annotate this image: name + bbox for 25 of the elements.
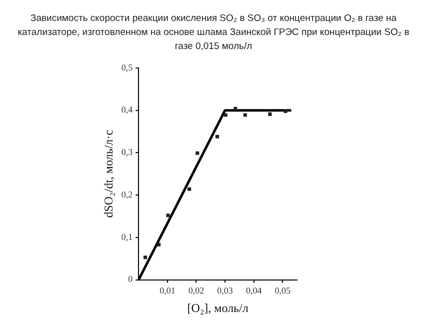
y-axis-title: dSO₂/dt, моль/л·с [101,130,116,218]
x-tick-label: 0,05 [274,286,291,296]
y-tick-label: 0,3 [121,147,134,158]
x-tick-label: 0,02 [188,286,204,296]
y-tick-label: 0,2 [121,189,133,200]
y-tick-label: 0,5 [121,62,134,72]
point [157,242,161,246]
chart-title: Зависимость скорости реакции окисления SO₂ в SO₃ от концентрации O₂ в газе на катализаторе, изготовленном на основе шлама Заинской ГРЭС при концентрации SO₂ в газе 0,015 моль/л [16,12,410,54]
point [243,113,247,117]
y-tick-label: 0,4 [121,104,134,115]
x-tick-label: 0,01 [160,286,176,296]
point [224,113,228,117]
point [188,187,192,191]
y-tick-label: 0,1 [121,232,133,242]
point [268,112,272,116]
point [234,106,238,110]
x-tick-label: 0,03 [217,286,234,296]
point [196,151,200,155]
point [166,214,170,218]
point [284,109,288,113]
x-tick-label: 0,04 [246,286,262,296]
y-tick-label: 0 [128,274,134,284]
point [215,134,220,138]
point [144,256,148,260]
x-axis-title: [O₂], моль/л [187,300,248,315]
